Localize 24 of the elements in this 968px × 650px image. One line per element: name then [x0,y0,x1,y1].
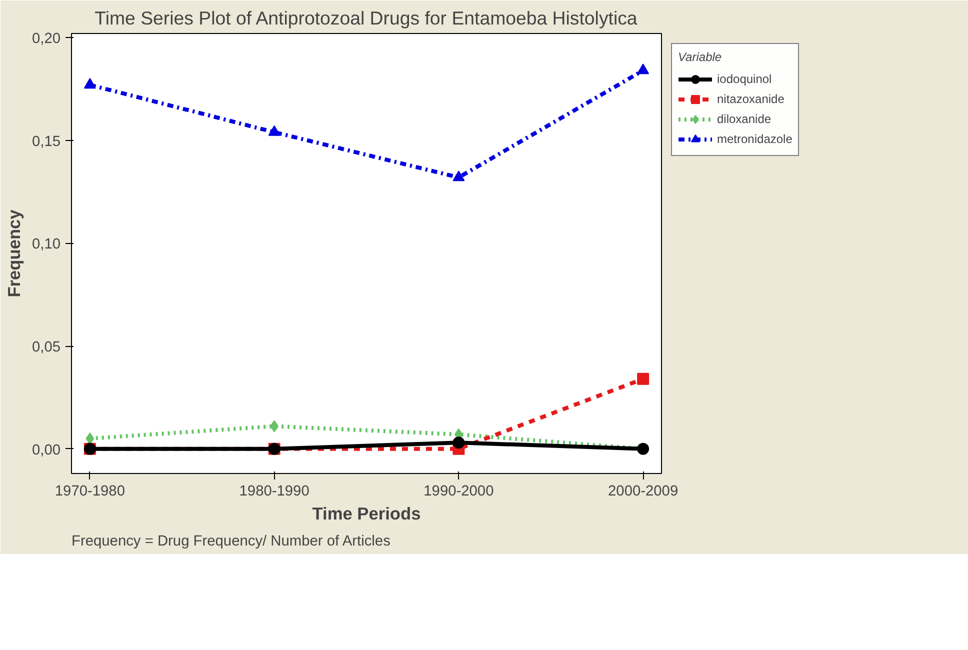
point [637,64,650,74]
x-tick-label: 1980-1990 [239,484,310,500]
point [268,125,280,136]
text: Frequency = Drug Frequency/ Number of Articles [72,534,390,550]
chart-title: Time Series Plot of Antiprotozoal Drugs for Entamoeba Histolytica [94,8,638,28]
point [84,78,96,89]
y-tick-label: 0,15 [32,134,61,150]
x-tick-label: 1970-1980 [54,484,125,500]
legend-label: iodoquinol [717,72,772,86]
x-axis-title: Time Periods [312,504,421,524]
point [637,372,650,385]
legend-title: Variable [678,50,723,64]
y-tick-label: 0,00 [32,442,61,458]
legend-label: diloxanide [717,112,772,126]
legend-label: nitazoxanide [717,92,784,106]
y-tick-label: 0,10 [32,236,61,253]
y-tick-label: 0,05 [32,340,61,356]
y-tick-label: 0,20 [32,31,61,48]
x-tick-label: 1990-2000 [424,484,494,500]
point [452,170,465,182]
point [452,436,465,449]
y-axis-title: Frequency [4,209,24,298]
legend-label: metronidazole [717,132,792,146]
x-tick-label: 2000-2009 [608,484,678,500]
